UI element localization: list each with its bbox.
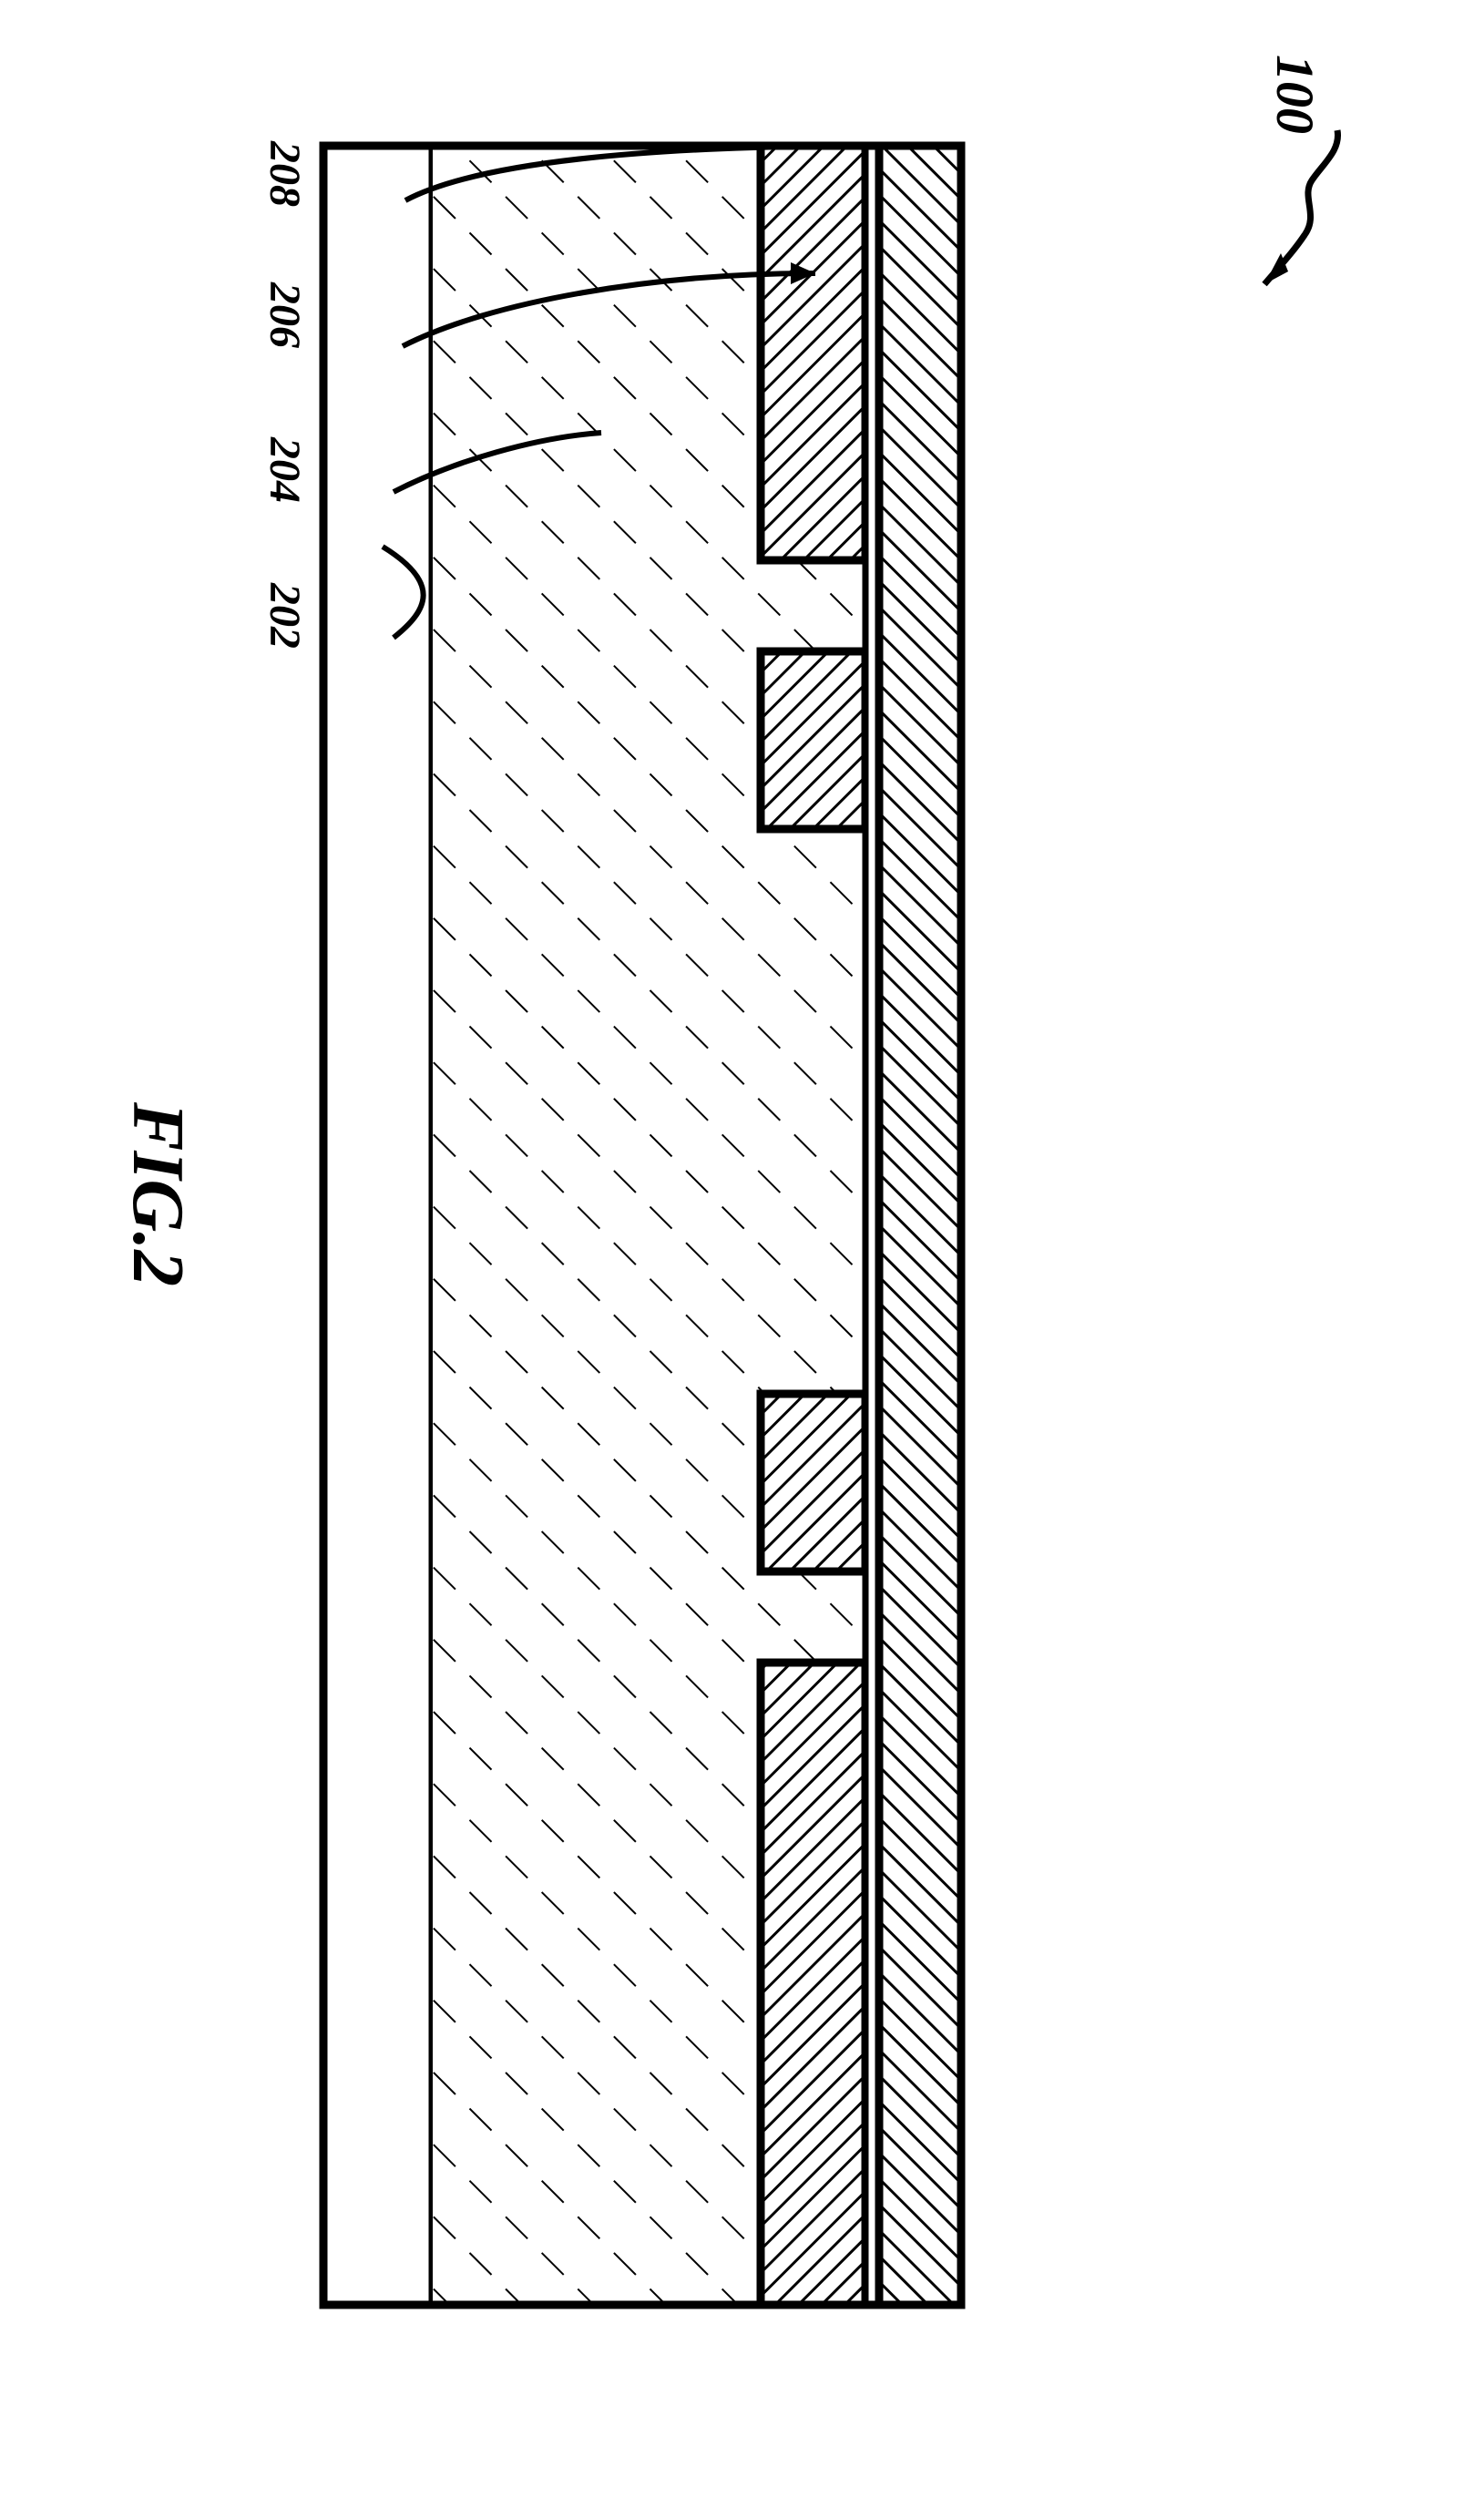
label-204: 204: [260, 437, 310, 503]
label-202: 202: [260, 583, 310, 649]
label-208: 208: [260, 141, 310, 207]
label-206: 206: [260, 282, 310, 348]
cross-section-diagram: [0, 0, 1484, 2508]
layer-cap: [879, 146, 961, 2305]
figure-id: 100: [1264, 55, 1325, 134]
layer-substrate: [323, 146, 433, 2305]
figure-id-callout: [1264, 130, 1338, 284]
figure-caption: FIG.2: [116, 1102, 199, 1286]
